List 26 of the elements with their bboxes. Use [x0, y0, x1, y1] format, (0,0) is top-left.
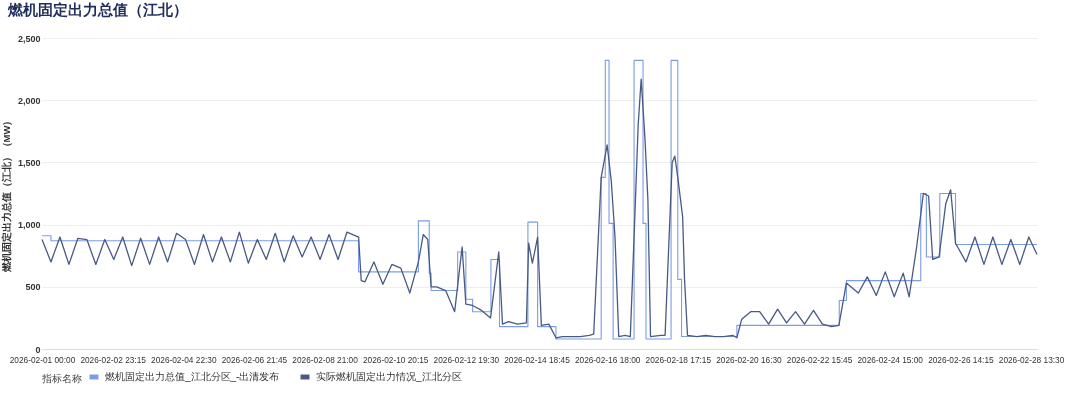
x-tick-label: 2026-02-08 21:00 [292, 354, 359, 365]
x-tick-label: 2026-02-16 18:00 [574, 354, 641, 365]
x-tick-label: 2026-02-24 15:00 [857, 354, 924, 365]
legend-label: 实际燃机固定出力情况_江北分区 [316, 371, 462, 382]
legend-title: 指标名称 [41, 373, 82, 384]
chart-title: 燃机固定出力总值（江北） [7, 1, 188, 18]
y-tick-label: 500 [25, 282, 41, 293]
x-tick-label: 2026-02-22 15:45 [786, 354, 853, 365]
y-tick-label: 0 [35, 344, 41, 355]
x-tick-label: 2026-02-26 14:15 [928, 354, 995, 365]
y-tick-label: 2,000 [17, 95, 41, 106]
x-tick-label: 2026-02-28 13:30 [998, 354, 1065, 365]
x-tick-label: 2026-02-20 16:30 [716, 354, 783, 365]
x-tick-label: 2026-02-18 17:15 [645, 354, 712, 365]
x-tick-label: 2026-02-10 20:15 [362, 354, 429, 365]
x-tick-label: 2026-02-12 19:30 [433, 354, 500, 365]
y-tick-label: 2,500 [17, 33, 41, 44]
x-tick-label: 2026-02-06 21:45 [221, 354, 288, 365]
x-tick-label: 2026-02-04 22:30 [151, 354, 217, 365]
x-tick-label: 2026-02-02 23:15 [80, 354, 147, 365]
legend-label: 燃机固定出力总值_江北分区_-出清发布 [105, 371, 280, 382]
y-axis-title: 燃机固定出力总值（江北）（MW） [0, 115, 12, 274]
y-tick-label: 1,000 [17, 220, 41, 231]
x-tick-label: 2026-02-01 00:00 [9, 354, 76, 365]
x-tick-label: 2026-02-14 18:45 [504, 354, 571, 365]
y-tick-label: 1,500 [17, 157, 41, 168]
